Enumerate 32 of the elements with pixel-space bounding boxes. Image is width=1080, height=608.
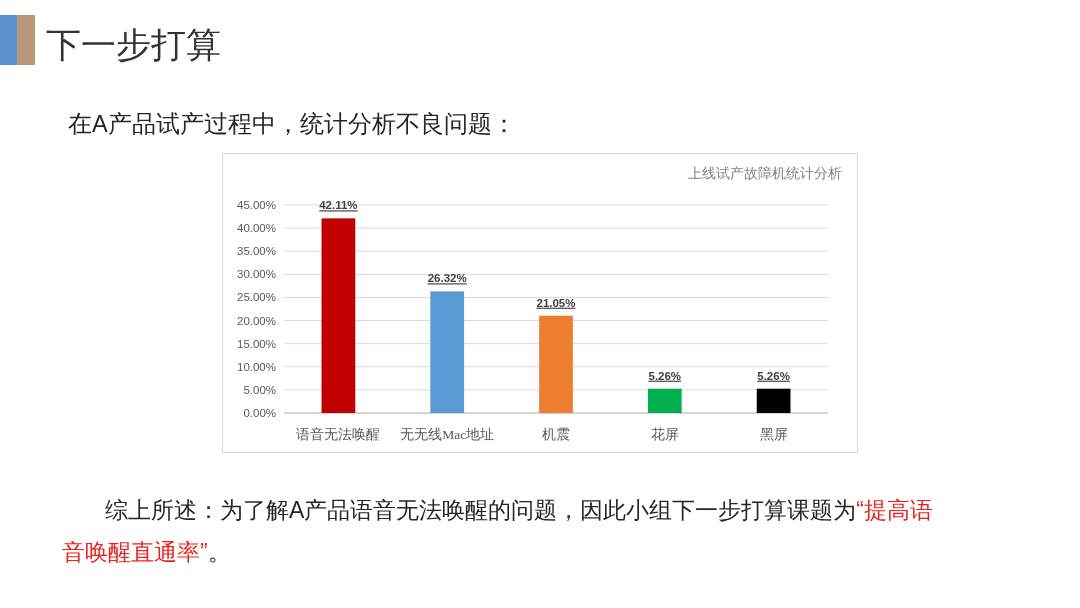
bar bbox=[756, 388, 791, 413]
y-tick-label: 0.00% bbox=[243, 407, 276, 419]
data-label: 5.26% bbox=[757, 369, 790, 382]
y-tick-label: 10.00% bbox=[236, 360, 276, 373]
data-label: 26.32% bbox=[427, 272, 467, 285]
text: “提高语 bbox=[856, 496, 934, 525]
data-label: 21.05% bbox=[536, 296, 576, 309]
x-tick-label: 黑屏 bbox=[759, 426, 788, 442]
y-tick-label: 35.00% bbox=[236, 245, 276, 258]
text: 。 bbox=[207, 538, 231, 567]
text: 音唤醒直通率” bbox=[62, 538, 208, 567]
text: 综上所述：为了解A产品语音无法唤醒的问题，因此小组下一步打算课题为 bbox=[105, 496, 857, 525]
y-tick-label: 25.00% bbox=[236, 291, 276, 304]
data-label: 42.11% bbox=[319, 199, 358, 212]
bar bbox=[321, 218, 356, 413]
x-tick-label: 语音无法唤醒 bbox=[296, 426, 381, 442]
chart-title: 上线试产故障机统计分析 bbox=[688, 165, 842, 181]
y-tick-label: 30.00% bbox=[236, 268, 276, 281]
y-tick-label: 40.00% bbox=[236, 222, 276, 235]
chart-subtitle: 在A产品试产过程中，统计分析不良问题： bbox=[68, 111, 516, 137]
x-tick-label: 机震 bbox=[542, 426, 570, 442]
bar bbox=[647, 388, 682, 413]
x-tick-label: 无无线Mac地址 bbox=[400, 426, 495, 442]
y-tick-label: 45.00% bbox=[236, 199, 276, 211]
text: 下一步打算 bbox=[46, 24, 221, 64]
x-tick-label: 花屏 bbox=[650, 426, 679, 442]
bar bbox=[539, 315, 573, 413]
y-tick-label: 20.00% bbox=[236, 314, 276, 327]
data-label: 5.26% bbox=[648, 369, 682, 382]
bar bbox=[430, 291, 465, 413]
y-tick-label: 15.00% bbox=[236, 337, 276, 350]
y-tick-label: 5.00% bbox=[243, 383, 276, 396]
